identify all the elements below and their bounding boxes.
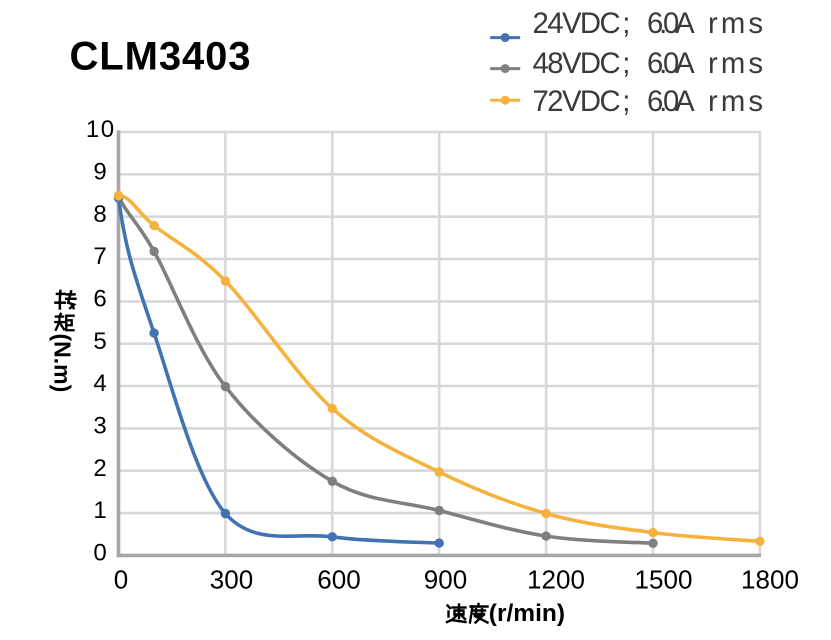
svg-text:7: 7: [93, 243, 106, 270]
svg-text:9: 9: [93, 158, 106, 185]
svg-text:1500: 1500: [635, 565, 693, 595]
svg-text:24VDC: 24VDC: [533, 7, 621, 40]
svg-text:0: 0: [93, 540, 106, 567]
svg-text:1800: 1800: [741, 565, 799, 595]
svg-text:5: 5: [93, 328, 106, 355]
svg-text:(r/min): (r/min): [489, 600, 565, 627]
svg-text:(N.m): (N.m): [50, 334, 76, 393]
svg-text:600: 600: [317, 565, 361, 595]
svg-text:1200: 1200: [527, 565, 585, 595]
svg-text:48VDC: 48VDC: [533, 47, 621, 80]
svg-text:6.0A: 6.0A: [647, 7, 695, 40]
svg-text:72VDC: 72VDC: [533, 85, 621, 118]
svg-text:6.0A: 6.0A: [647, 85, 695, 118]
svg-text:6.0A: 6.0A: [647, 47, 695, 80]
svg-text:rms: rms: [708, 7, 763, 40]
svg-text:6: 6: [93, 286, 106, 313]
svg-text:rms: rms: [708, 85, 763, 118]
svg-text:4: 4: [93, 370, 106, 397]
svg-text:10: 10: [86, 116, 114, 143]
svg-text:2: 2: [93, 455, 106, 482]
svg-text:3: 3: [93, 413, 106, 440]
svg-text:8: 8: [93, 201, 106, 228]
svg-text:;: ;: [622, 85, 630, 118]
svg-text:300: 300: [210, 565, 254, 595]
svg-text:;: ;: [622, 47, 630, 80]
svg-text:0: 0: [114, 565, 128, 595]
svg-text:rms: rms: [708, 47, 763, 80]
svg-text:900: 900: [424, 565, 468, 595]
svg-text:1: 1: [93, 497, 106, 524]
svg-text:;: ;: [622, 7, 630, 40]
svg-text:CLM3403: CLM3403: [70, 34, 252, 78]
